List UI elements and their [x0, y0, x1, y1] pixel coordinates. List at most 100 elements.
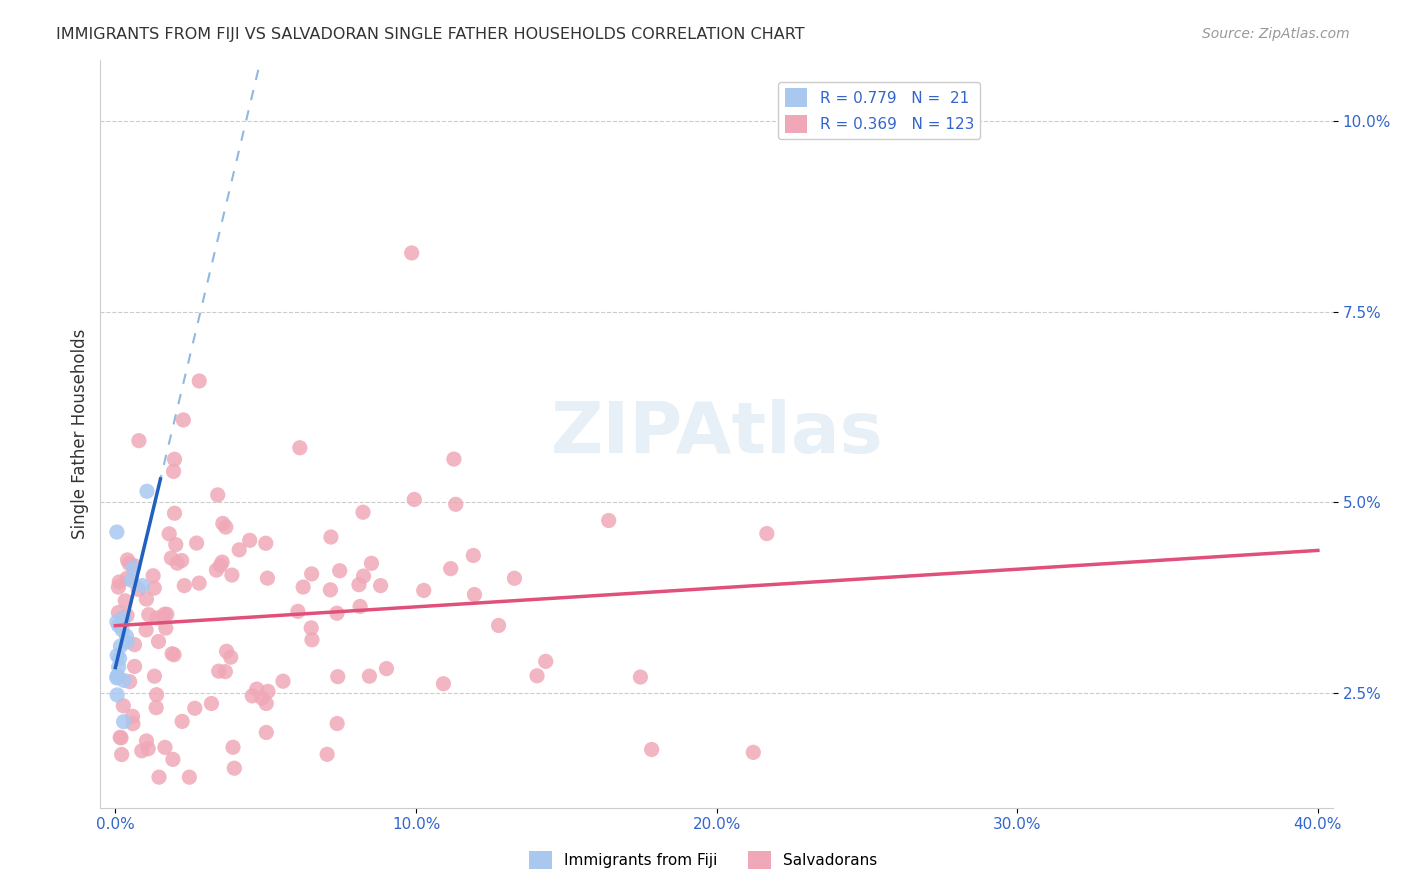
Point — [170, 553, 193, 567]
Point — [222, 740, 245, 755]
Point — [128, 434, 150, 448]
Point — [228, 542, 250, 557]
Point — [124, 638, 146, 652]
Point — [240, 689, 263, 703]
Point — [271, 674, 294, 689]
Point — [404, 492, 426, 507]
Point — [347, 577, 370, 591]
Point — [257, 684, 280, 698]
Point — [211, 555, 233, 569]
Point — [138, 607, 160, 622]
Point — [163, 506, 186, 520]
Point — [157, 526, 180, 541]
Point — [188, 576, 211, 591]
Point — [254, 697, 277, 711]
Point — [207, 488, 229, 502]
Point — [401, 246, 423, 260]
Point — [254, 725, 277, 739]
Point — [301, 566, 323, 581]
Point — [443, 452, 465, 467]
Point — [114, 594, 136, 608]
Point — [136, 484, 159, 499]
Point — [503, 571, 526, 585]
Point — [598, 514, 620, 528]
Point — [105, 671, 128, 685]
Point — [153, 740, 176, 755]
Point — [444, 497, 467, 511]
Point — [326, 670, 349, 684]
Point — [148, 770, 170, 784]
Point — [628, 670, 651, 684]
Text: ZIPAtlas: ZIPAtlas — [550, 399, 883, 468]
Point — [110, 731, 132, 745]
Point — [105, 615, 128, 629]
Point — [326, 716, 349, 731]
Point — [117, 635, 139, 649]
Point — [142, 568, 165, 582]
Point — [108, 574, 131, 589]
Point — [287, 604, 309, 618]
Point — [755, 526, 778, 541]
Point — [146, 611, 169, 625]
Point — [112, 611, 135, 625]
Point — [166, 556, 188, 570]
Text: Source: ZipAtlas.com: Source: ZipAtlas.com — [1202, 27, 1350, 41]
Point — [111, 747, 134, 762]
Point — [254, 536, 277, 550]
Point — [184, 701, 207, 715]
Point — [135, 592, 157, 607]
Point — [124, 659, 146, 673]
Point — [329, 564, 352, 578]
Point — [172, 413, 194, 427]
Point — [135, 734, 157, 748]
Point — [111, 611, 134, 625]
Point — [352, 505, 374, 519]
Point — [432, 677, 454, 691]
Text: IMMIGRANTS FROM FIJI VS SALVADORAN SINGLE FATHER HOUSEHOLDS CORRELATION CHART: IMMIGRANTS FROM FIJI VS SALVADORAN SINGL… — [56, 27, 804, 42]
Point — [375, 662, 398, 676]
Point — [292, 580, 315, 594]
Point — [488, 618, 510, 632]
Point — [122, 558, 145, 573]
Point — [163, 452, 186, 467]
Point — [316, 747, 339, 762]
Point — [299, 621, 322, 635]
Point — [122, 716, 145, 731]
Point — [115, 571, 138, 585]
Point — [163, 648, 186, 662]
Point — [534, 654, 557, 668]
Point — [173, 579, 195, 593]
Point — [143, 581, 166, 595]
Point — [326, 606, 349, 620]
Point — [112, 714, 135, 729]
Point — [179, 770, 201, 784]
Point — [742, 745, 765, 759]
Point — [105, 688, 128, 702]
Point — [107, 618, 129, 632]
Y-axis label: Single Father Households: Single Father Households — [72, 328, 89, 539]
Point — [288, 441, 311, 455]
Point — [135, 623, 157, 637]
Point — [463, 588, 485, 602]
Point — [205, 563, 228, 577]
Point — [353, 569, 375, 583]
Point — [208, 664, 231, 678]
Point — [152, 610, 174, 624]
Point — [188, 374, 211, 388]
Point — [107, 669, 129, 683]
Point — [108, 731, 131, 745]
Point — [131, 579, 153, 593]
Point — [121, 709, 143, 723]
Point — [115, 629, 138, 643]
Point — [105, 670, 128, 684]
Point — [148, 634, 170, 648]
Point — [224, 761, 246, 775]
Point — [155, 621, 177, 635]
Point — [463, 549, 485, 563]
Legend: R = 0.779   N =  21, R = 0.369   N = 123: R = 0.779 N = 21, R = 0.369 N = 123 — [779, 82, 980, 139]
Point — [162, 464, 184, 478]
Point — [160, 647, 183, 661]
Point — [319, 530, 342, 544]
Point — [127, 582, 149, 597]
Point — [319, 582, 342, 597]
